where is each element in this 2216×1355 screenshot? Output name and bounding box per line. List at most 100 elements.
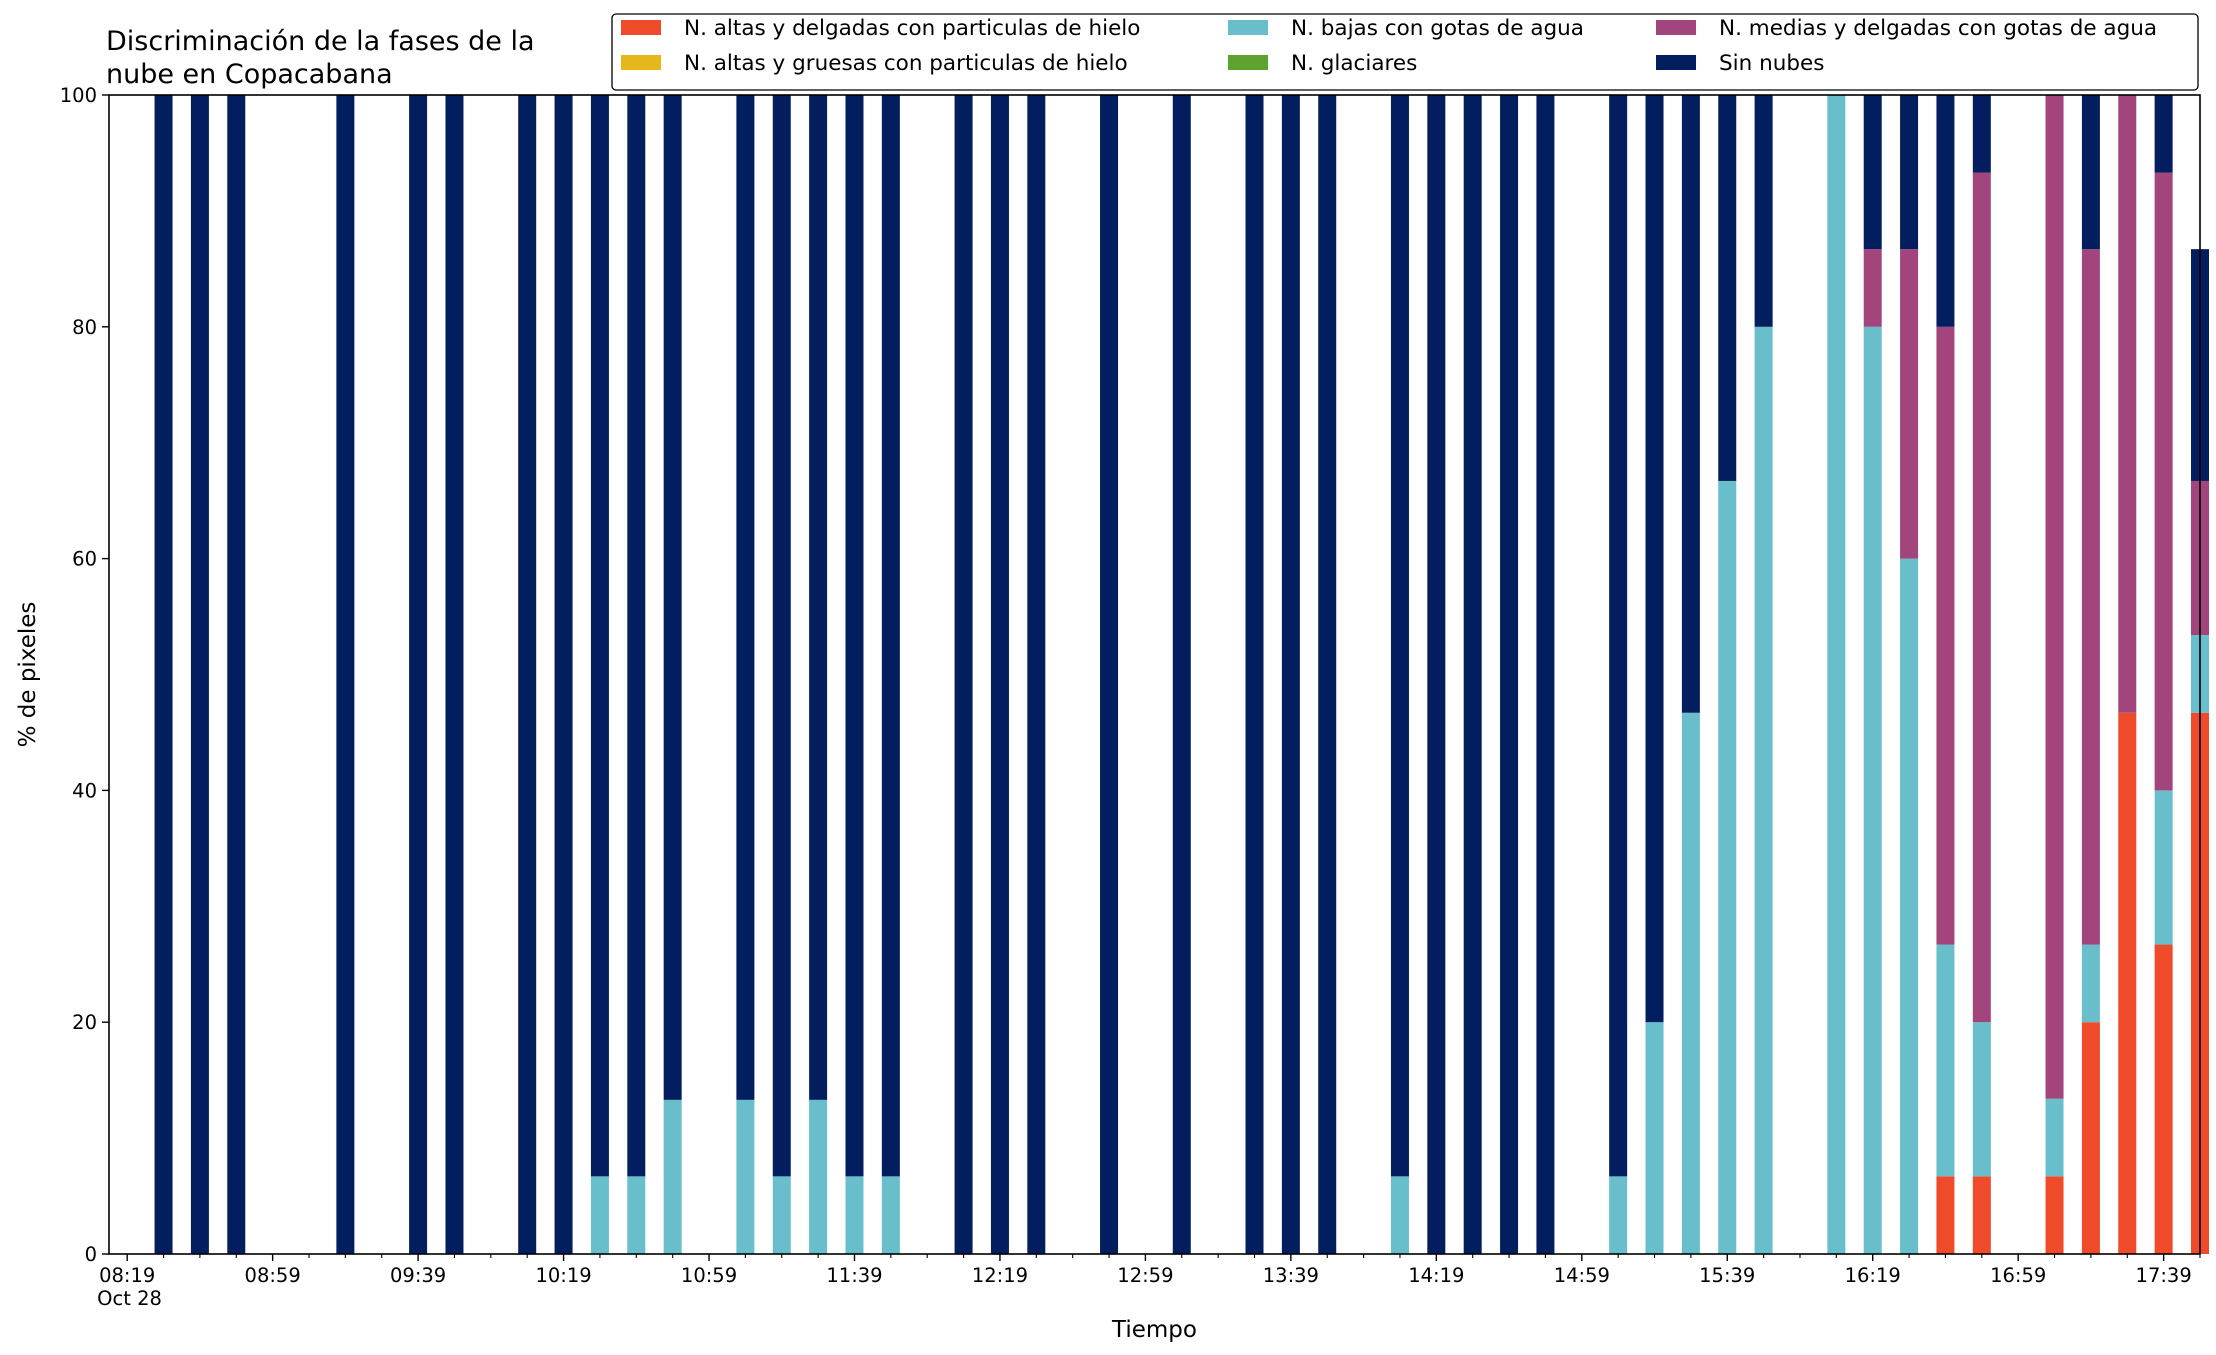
bar-segment-bajas xyxy=(2154,790,2173,945)
bar-stack xyxy=(1900,95,1919,1254)
x-tick-label: 17:39 xyxy=(2136,1264,2192,1287)
bar-segment-sin_nubes xyxy=(1609,95,1628,1177)
bar-segment-sin_nubes xyxy=(1972,95,1991,173)
bar-segment-sin_nubes xyxy=(1318,95,1337,1254)
bar-segment-sin_nubes xyxy=(881,95,900,1177)
bar-stack xyxy=(627,95,646,1254)
bar-segment-sin_nubes xyxy=(663,95,682,1100)
bar-stack xyxy=(1463,95,1482,1254)
bar-segment-bajas xyxy=(663,1099,682,1254)
bar-stack xyxy=(1100,95,1119,1254)
x-tick-label: 10:19 xyxy=(535,1264,591,1287)
bar-stack xyxy=(1427,95,1446,1254)
bar-stack xyxy=(990,95,1009,1254)
legend-label: N. glaciares xyxy=(1291,51,1417,76)
bar-segment-sin_nubes xyxy=(1718,95,1737,481)
x-tick-sublabel: Oct 28 xyxy=(97,1287,162,1310)
bar-segment-bajas xyxy=(1390,1176,1409,1254)
bar-stack xyxy=(190,95,209,1254)
bar-segment-altas_delgadas xyxy=(2154,944,2173,1254)
bar-segment-sin_nubes xyxy=(590,95,609,1177)
bar-segment-medias xyxy=(1900,249,1919,559)
bar-segment-medias xyxy=(1972,172,1991,1023)
bar-segment-altas_delgadas xyxy=(2081,1022,2100,1254)
bar-segment-sin_nubes xyxy=(1863,95,1882,250)
bar-stack xyxy=(845,95,864,1254)
bar-segment-medias xyxy=(2118,95,2137,713)
bar-segment-sin_nubes xyxy=(736,95,755,1100)
bar-segment-bajas xyxy=(1754,326,1773,1254)
x-tick-label: 08:59 xyxy=(245,1264,301,1287)
bar-segment-medias xyxy=(1936,326,1955,945)
bar-segment-sin_nubes xyxy=(1463,95,1482,1254)
legend-label: N. bajas con gotas de agua xyxy=(1291,16,1584,41)
bar-stack xyxy=(1972,95,1991,1254)
bar-segment-sin_nubes xyxy=(1281,95,1300,1254)
bar-segment-sin_nubes xyxy=(2081,95,2100,250)
y-tick-label: 0 xyxy=(85,1243,97,1266)
chart-title: Discriminación de la fases de la nube en … xyxy=(106,26,535,90)
bar-segment-sin_nubes xyxy=(845,95,864,1177)
legend-entry-altas_gruesas: N. altas y gruesas con particulas de hie… xyxy=(621,51,1128,76)
bar-segment-bajas xyxy=(736,1099,755,1254)
bar-segment-bajas xyxy=(1645,1022,1664,1254)
bar-segment-sin_nubes xyxy=(1427,95,1446,1254)
legend-entry-glaciares: N. glaciares xyxy=(1228,51,1417,76)
legend-label: N. altas y gruesas con particulas de hie… xyxy=(684,51,1128,76)
y-tick-label: 40 xyxy=(72,779,97,802)
bar-stack xyxy=(1172,95,1191,1254)
bar-segment-sin_nubes xyxy=(1936,95,1955,327)
bar-stack xyxy=(518,95,537,1254)
bar-stack xyxy=(1500,95,1519,1254)
x-tick-label: 11:39 xyxy=(826,1264,882,1287)
bar-stack xyxy=(1536,95,1555,1254)
bar-stack xyxy=(1827,95,1846,1254)
bar-segment-medias xyxy=(1863,249,1882,327)
bar-segment-bajas xyxy=(1863,326,1882,1254)
legend-swatch xyxy=(1656,55,1696,70)
bar-segment-medias xyxy=(2081,249,2100,945)
bar-segment-sin_nubes xyxy=(1027,95,1046,1254)
bar-segment-sin_nubes xyxy=(1900,95,1919,250)
legend-box xyxy=(611,13,2199,91)
bar-stack xyxy=(954,95,973,1254)
x-axis-label: Tiempo xyxy=(1111,1317,1197,1343)
bar-segment-sin_nubes xyxy=(627,95,646,1177)
bar-segment-bajas xyxy=(1827,95,1846,1254)
bar-segment-altas_delgadas xyxy=(2118,712,2137,1254)
bar-segment-sin_nubes xyxy=(409,95,428,1254)
bar-segment-bajas xyxy=(1681,712,1700,1254)
bars-layer xyxy=(154,95,2209,1254)
y-tick-label: 20 xyxy=(72,1011,97,1034)
bar-segment-bajas xyxy=(881,1176,900,1254)
legend-entry-medias: N. medias y delgadas con gotas de agua xyxy=(1656,16,2157,41)
bar-segment-bajas xyxy=(1900,558,1919,1254)
y-tick-label: 60 xyxy=(72,548,97,571)
x-tick-label: 10:59 xyxy=(681,1264,737,1287)
bar-segment-bajas xyxy=(772,1176,791,1254)
legend: N. altas y delgadas con particulas de hi… xyxy=(611,13,2199,91)
bar-segment-bajas xyxy=(590,1176,609,1254)
x-tick-label: 09:39 xyxy=(390,1264,446,1287)
bar-segment-sin_nubes xyxy=(954,95,973,1254)
bar-segment-sin_nubes xyxy=(1390,95,1409,1177)
bar-segment-sin_nubes xyxy=(227,95,246,1254)
bar-segment-sin_nubes xyxy=(1172,95,1191,1254)
bar-segment-bajas xyxy=(1972,1022,1991,1177)
bar-stack xyxy=(2118,95,2137,1254)
bar-stack xyxy=(590,95,609,1254)
legend-swatch xyxy=(1656,20,1696,35)
bar-segment-sin_nubes xyxy=(2154,95,2173,173)
y-axis: 0 20 40 60 80 100 xyxy=(60,84,109,1266)
bar-stack xyxy=(663,95,682,1254)
bar-segment-medias xyxy=(2045,95,2064,1099)
bar-stack xyxy=(554,95,573,1254)
bar-segment-altas_delgadas xyxy=(1936,1176,1955,1254)
bar-segment-sin_nubes xyxy=(1681,95,1700,713)
legend-swatch xyxy=(621,55,661,70)
bar-segment-sin_nubes xyxy=(336,95,355,1254)
x-tick-label: 16:19 xyxy=(1845,1264,1901,1287)
y-axis-label: % de pixeles xyxy=(15,602,41,748)
bar-segment-sin_nubes xyxy=(1100,95,1119,1254)
x-tick-label: 16:59 xyxy=(1990,1264,2046,1287)
